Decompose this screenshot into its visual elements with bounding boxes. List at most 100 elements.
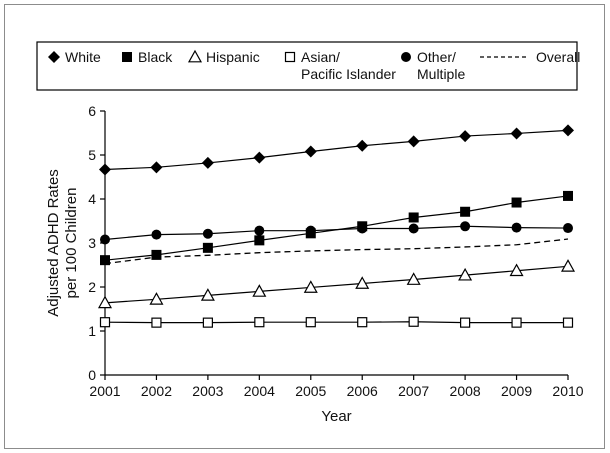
legend-entry-other: Other/Multiple (401, 49, 465, 82)
chart-frame (4, 4, 605, 449)
data-point-black (100, 255, 110, 266)
data-point-other (511, 222, 522, 233)
data-point-asian (460, 317, 471, 328)
legend-swatch-black (122, 52, 132, 62)
x-tick-label: 2004 (244, 383, 275, 399)
data-point-white (253, 151, 266, 164)
y-tick-label: 5 (88, 147, 96, 163)
data-point-white (99, 163, 111, 176)
data-point-white (150, 161, 163, 174)
y-axis-title-line: Adjusted ADHD Rates (45, 169, 62, 317)
data-point-hispanic (355, 276, 370, 289)
data-point-white (304, 145, 317, 158)
legend-entry-asian: Asian/Pacific Islander (284, 49, 396, 82)
data-point-hispanic (97, 295, 113, 309)
data-point-hispanic (149, 292, 164, 305)
data-point-asian (305, 317, 316, 328)
legend-entry-black: Black (122, 49, 173, 65)
series-line-white (104, 129, 569, 171)
series-line-overall (104, 238, 569, 265)
data-point-other (563, 223, 573, 234)
legend-entry-overall: Overall (480, 49, 580, 65)
data-point-black (151, 249, 162, 260)
y-tick-label: 6 (88, 103, 96, 119)
legend-box (36, 41, 578, 91)
y-tick-label: 1 (88, 323, 96, 339)
data-point-white (562, 124, 574, 137)
legend-entry-hispanic: Hispanic (187, 49, 260, 65)
y-tick-label: 2 (88, 279, 96, 295)
data-point-asian (408, 316, 419, 327)
legend-swatch-asian (284, 51, 296, 63)
data-point-black (408, 212, 419, 223)
y-tick-label: 0 (88, 367, 96, 383)
data-point-other (305, 225, 316, 236)
axes: 0 1 2 3 4 5 6 2001 2002 2003 2004 2005 2006 2007 2008 2… (45, 103, 584, 425)
data-point-other (100, 234, 110, 245)
series-asian (99, 316, 574, 328)
x-tick-label: 2006 (347, 383, 378, 399)
series-hispanic (97, 259, 576, 309)
legend-label-white: White (65, 49, 101, 65)
legend-label-hispanic: Hispanic (206, 49, 260, 65)
data-point-asian (357, 317, 368, 328)
data-point-white (459, 130, 472, 143)
legend-swatch-other (401, 52, 411, 62)
series-black (100, 190, 573, 266)
data-point-white (356, 139, 369, 152)
data-point-other (357, 223, 368, 234)
series-white (99, 124, 574, 176)
y-axis-title: Adjusted ADHD Rates per 100 Children (45, 169, 80, 317)
x-tick-label: 2010 (552, 383, 583, 399)
data-point-asian (151, 317, 162, 328)
data-point-black (563, 190, 573, 201)
data-point-hispanic (560, 259, 576, 272)
series-line-other (104, 225, 569, 241)
legend-label-overall: Overall (536, 49, 580, 65)
data-point-asian (202, 317, 213, 328)
data-point-hispanic (252, 284, 267, 297)
y-axis-title-line: per 100 Children (63, 188, 80, 299)
data-point-other (408, 223, 419, 234)
data-point-hispanic (200, 288, 215, 301)
x-tick-label: 2007 (398, 383, 429, 399)
x-tick-label: 2002 (141, 383, 172, 399)
series-overall (104, 238, 569, 265)
data-point-black (511, 197, 522, 208)
data-point-asian (562, 317, 574, 328)
data-point-other (254, 225, 265, 236)
legend-label-asian: Pacific Islander (301, 66, 396, 82)
data-point-asian (511, 317, 522, 328)
legend: White Black Hispanic Asian/Pacific Islander… (36, 41, 580, 91)
data-point-other (460, 221, 471, 232)
data-point-other (202, 228, 213, 239)
x-tick-label: 2005 (295, 383, 326, 399)
data-point-white (407, 135, 420, 148)
x-tick-label: 2008 (450, 383, 481, 399)
data-point-hispanic (303, 280, 318, 293)
data-point-black (254, 235, 265, 246)
legend-entry-white: White (48, 49, 101, 65)
plot-area (97, 124, 576, 328)
legend-swatch-white (48, 51, 60, 63)
x-tick-label: 2003 (192, 383, 223, 399)
legend-swatch-hispanic (187, 49, 203, 63)
y-tick-label: 3 (88, 235, 96, 251)
legend-label-other: Other/ (417, 49, 456, 65)
data-point-hispanic (458, 267, 473, 281)
series-line-asian (104, 321, 568, 324)
data-point-hispanic (509, 263, 524, 277)
data-point-other (151, 229, 162, 240)
data-point-white (510, 127, 523, 140)
x-tick-label: 2001 (89, 383, 120, 399)
data-point-white (201, 156, 214, 169)
data-point-black (202, 242, 213, 253)
legend-label-asian: Asian/ (301, 49, 340, 65)
data-point-black (460, 206, 471, 217)
y-tick-label: 4 (88, 191, 96, 207)
legend-label-other: Multiple (417, 66, 465, 82)
data-point-asian (254, 317, 265, 328)
data-point-asian (99, 317, 111, 328)
x-axis-title: Year (321, 408, 351, 425)
